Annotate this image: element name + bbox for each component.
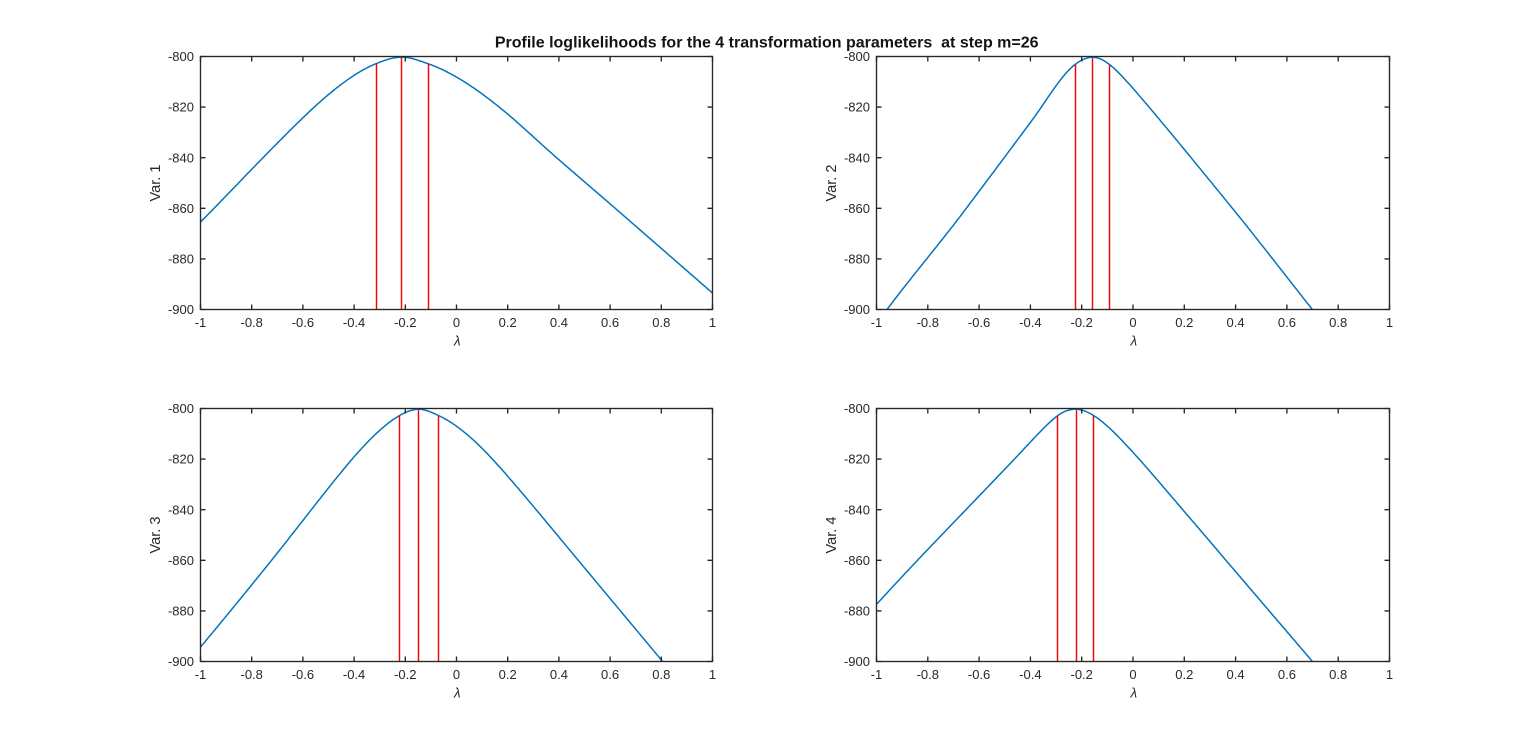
svg-text:-0.4: -0.4 <box>1019 315 1041 330</box>
svg-text:-880: -880 <box>168 604 194 619</box>
svg-text:-0.2: -0.2 <box>394 315 416 330</box>
svg-text:0.8: 0.8 <box>652 667 670 682</box>
svg-text:0.6: 0.6 <box>601 315 619 330</box>
svg-text:Var. 2: Var. 2 <box>824 164 840 201</box>
svg-text:Var. 3: Var. 3 <box>148 516 164 553</box>
svg-text:-800: -800 <box>844 401 870 416</box>
svg-text:0: 0 <box>1129 315 1136 330</box>
svg-text:-0.4: -0.4 <box>1019 667 1041 682</box>
svg-text:1: 1 <box>1386 315 1393 330</box>
svg-text:-900: -900 <box>844 302 870 317</box>
svg-text:0.2: 0.2 <box>1175 315 1193 330</box>
svg-text:-0.6: -0.6 <box>968 667 990 682</box>
svg-text:-900: -900 <box>168 302 194 317</box>
svg-text:0.6: 0.6 <box>1278 667 1296 682</box>
svg-text:0: 0 <box>453 667 460 682</box>
svg-text:-800: -800 <box>168 49 194 64</box>
svg-text:λ: λ <box>453 333 461 348</box>
svg-text:-0.6: -0.6 <box>292 315 314 330</box>
svg-text:-0.2: -0.2 <box>1070 667 1092 682</box>
svg-text:-800: -800 <box>168 401 194 416</box>
svg-text:-860: -860 <box>844 201 870 216</box>
svg-text:-900: -900 <box>844 654 870 669</box>
svg-text:-840: -840 <box>844 150 870 165</box>
svg-text:0.2: 0.2 <box>499 667 517 682</box>
svg-text:-0.4: -0.4 <box>343 315 365 330</box>
svg-text:0.2: 0.2 <box>499 315 517 330</box>
svg-text:λ: λ <box>453 685 461 700</box>
svg-text:-860: -860 <box>168 553 194 568</box>
svg-text:-0.2: -0.2 <box>1070 315 1092 330</box>
svg-text:-800: -800 <box>844 49 870 64</box>
svg-text:0.6: 0.6 <box>601 667 619 682</box>
svg-text:-1: -1 <box>871 315 883 330</box>
svg-text:Profile loglikelihoods for the: Profile loglikelihoods for the 4 transfo… <box>495 35 1039 52</box>
svg-text:-820: -820 <box>844 100 870 115</box>
svg-text:-0.8: -0.8 <box>917 667 939 682</box>
svg-text:-900: -900 <box>168 654 194 669</box>
svg-text:-840: -840 <box>168 150 194 165</box>
svg-text:-0.4: -0.4 <box>343 667 365 682</box>
svg-text:0.4: 0.4 <box>1227 315 1245 330</box>
svg-text:-0.8: -0.8 <box>917 315 939 330</box>
svg-text:1: 1 <box>709 667 716 682</box>
svg-text:0.4: 0.4 <box>550 315 568 330</box>
svg-text:-1: -1 <box>195 667 207 682</box>
svg-text:1: 1 <box>709 315 716 330</box>
svg-text:-0.6: -0.6 <box>292 667 314 682</box>
svg-text:1: 1 <box>1386 667 1393 682</box>
svg-text:-880: -880 <box>168 252 194 267</box>
svg-text:-820: -820 <box>168 100 194 115</box>
svg-text:0.8: 0.8 <box>1329 315 1347 330</box>
svg-text:Var. 1: Var. 1 <box>148 164 164 201</box>
svg-text:0.2: 0.2 <box>1175 667 1193 682</box>
svg-text:0.8: 0.8 <box>652 315 670 330</box>
svg-text:0.4: 0.4 <box>1227 667 1245 682</box>
svg-text:-880: -880 <box>844 252 870 267</box>
svg-text:-0.8: -0.8 <box>240 315 262 330</box>
svg-text:0.4: 0.4 <box>550 667 568 682</box>
svg-text:-0.8: -0.8 <box>240 667 262 682</box>
svg-text:0.6: 0.6 <box>1278 315 1296 330</box>
svg-text:0.8: 0.8 <box>1329 667 1347 682</box>
svg-text:0: 0 <box>1129 667 1136 682</box>
svg-text:-0.6: -0.6 <box>968 315 990 330</box>
svg-text:-1: -1 <box>195 315 207 330</box>
svg-text:-840: -840 <box>168 502 194 517</box>
svg-text:-860: -860 <box>844 553 870 568</box>
svg-text:0: 0 <box>453 315 460 330</box>
svg-text:-860: -860 <box>168 201 194 216</box>
svg-text:λ: λ <box>1129 333 1137 348</box>
svg-text:-1: -1 <box>871 667 883 682</box>
svg-text:-880: -880 <box>844 604 870 619</box>
svg-text:-840: -840 <box>844 502 870 517</box>
svg-text:λ: λ <box>1129 685 1137 700</box>
svg-text:-820: -820 <box>844 452 870 467</box>
svg-text:-0.2: -0.2 <box>394 667 416 682</box>
svg-text:Var. 4: Var. 4 <box>824 516 840 553</box>
svg-text:-820: -820 <box>168 452 194 467</box>
